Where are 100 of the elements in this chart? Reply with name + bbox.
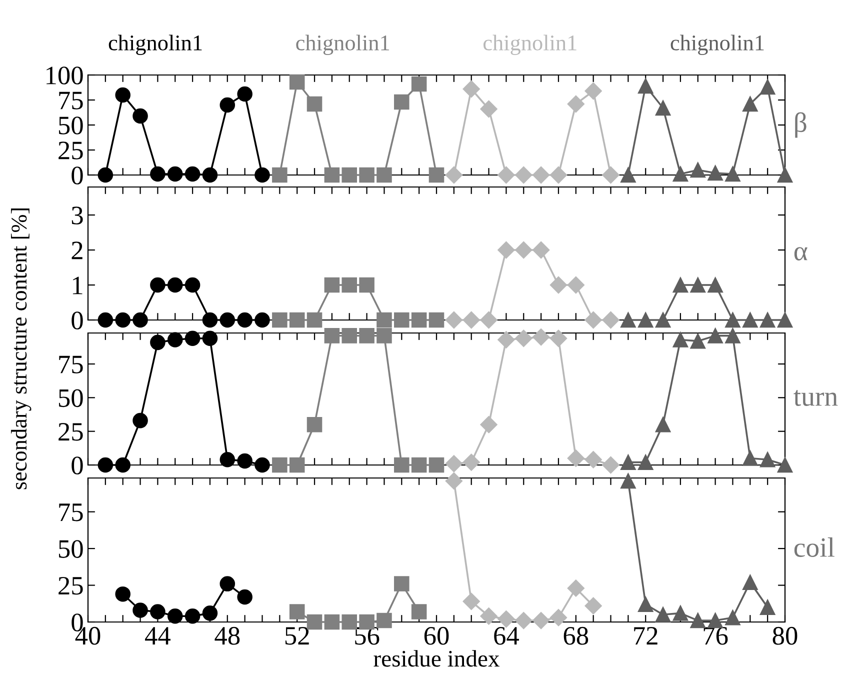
point (532, 166, 550, 184)
point (742, 450, 758, 466)
point (324, 167, 340, 183)
point (98, 167, 114, 183)
point (132, 602, 148, 618)
point (777, 457, 793, 473)
point (220, 452, 236, 468)
point (708, 165, 723, 181)
point (515, 330, 532, 347)
point (655, 100, 671, 116)
x-axis-title: residue index (374, 650, 500, 667)
point (254, 312, 270, 328)
point (167, 332, 183, 348)
x-tick-label: 80 (772, 626, 798, 645)
point (550, 609, 568, 626)
y-tick-label: 25 (58, 423, 83, 441)
point (289, 312, 305, 328)
point (550, 166, 568, 184)
point (445, 472, 462, 490)
point (445, 311, 462, 329)
y-tick-label: 100 (46, 66, 83, 84)
y-tick-label: 75 (59, 504, 83, 522)
point (376, 612, 392, 628)
point (202, 330, 218, 346)
point (672, 166, 688, 182)
point (445, 166, 462, 184)
point (202, 167, 218, 183)
point (184, 277, 200, 293)
point (567, 276, 584, 294)
point (672, 277, 688, 293)
point (411, 76, 427, 92)
point (480, 311, 498, 329)
point (254, 457, 270, 473)
point (532, 612, 550, 630)
point (394, 576, 410, 592)
point (428, 457, 444, 473)
point (98, 457, 114, 473)
text: coil (794, 537, 834, 557)
point (376, 328, 392, 344)
point (237, 86, 252, 102)
point (342, 167, 358, 183)
point (672, 606, 688, 621)
point (184, 166, 200, 182)
point (480, 100, 498, 118)
point (428, 312, 444, 328)
point (480, 608, 498, 625)
point (132, 312, 148, 328)
point (132, 108, 148, 124)
point (184, 330, 200, 346)
point (760, 452, 776, 468)
point (760, 600, 776, 615)
series-label: chignolin1 (483, 34, 576, 55)
point (498, 166, 515, 184)
y-axis-title: secondary structure content [%] (11, 208, 32, 490)
x-tick-label: 72 (634, 627, 658, 644)
point (725, 312, 740, 328)
point (272, 457, 288, 473)
y-tick-label: 25 (58, 142, 83, 160)
point (306, 96, 322, 112)
point (638, 596, 654, 612)
point (708, 277, 723, 293)
point (655, 607, 671, 622)
point (584, 311, 602, 329)
point (690, 333, 706, 349)
point (584, 597, 602, 614)
point (411, 312, 427, 328)
y-tick-label: 75 (59, 356, 83, 374)
point (462, 454, 480, 471)
y-tick-label: 0 (72, 166, 83, 184)
point (462, 80, 480, 98)
x-tick-label: 68 (564, 626, 588, 645)
point (359, 328, 374, 344)
point (532, 241, 550, 259)
point (515, 241, 532, 259)
point (359, 277, 374, 293)
point (272, 167, 288, 183)
point (376, 312, 392, 328)
point (220, 576, 236, 592)
point (602, 311, 620, 329)
point (567, 450, 584, 467)
point (289, 74, 305, 90)
point (462, 311, 480, 329)
point (777, 312, 793, 328)
x-tick-label: 48 (214, 626, 240, 645)
point (254, 167, 270, 183)
point (167, 166, 183, 182)
point (672, 332, 688, 348)
point (742, 312, 758, 328)
point (289, 457, 305, 473)
point (98, 312, 114, 328)
text: turn (794, 390, 838, 406)
series-label: chignolin1 (108, 34, 202, 55)
point (202, 606, 218, 621)
point (237, 312, 252, 328)
point (708, 612, 723, 628)
point (150, 166, 166, 182)
point (150, 604, 166, 620)
point (567, 95, 584, 113)
point (428, 167, 444, 183)
x-tick-label: 60 (424, 626, 449, 645)
